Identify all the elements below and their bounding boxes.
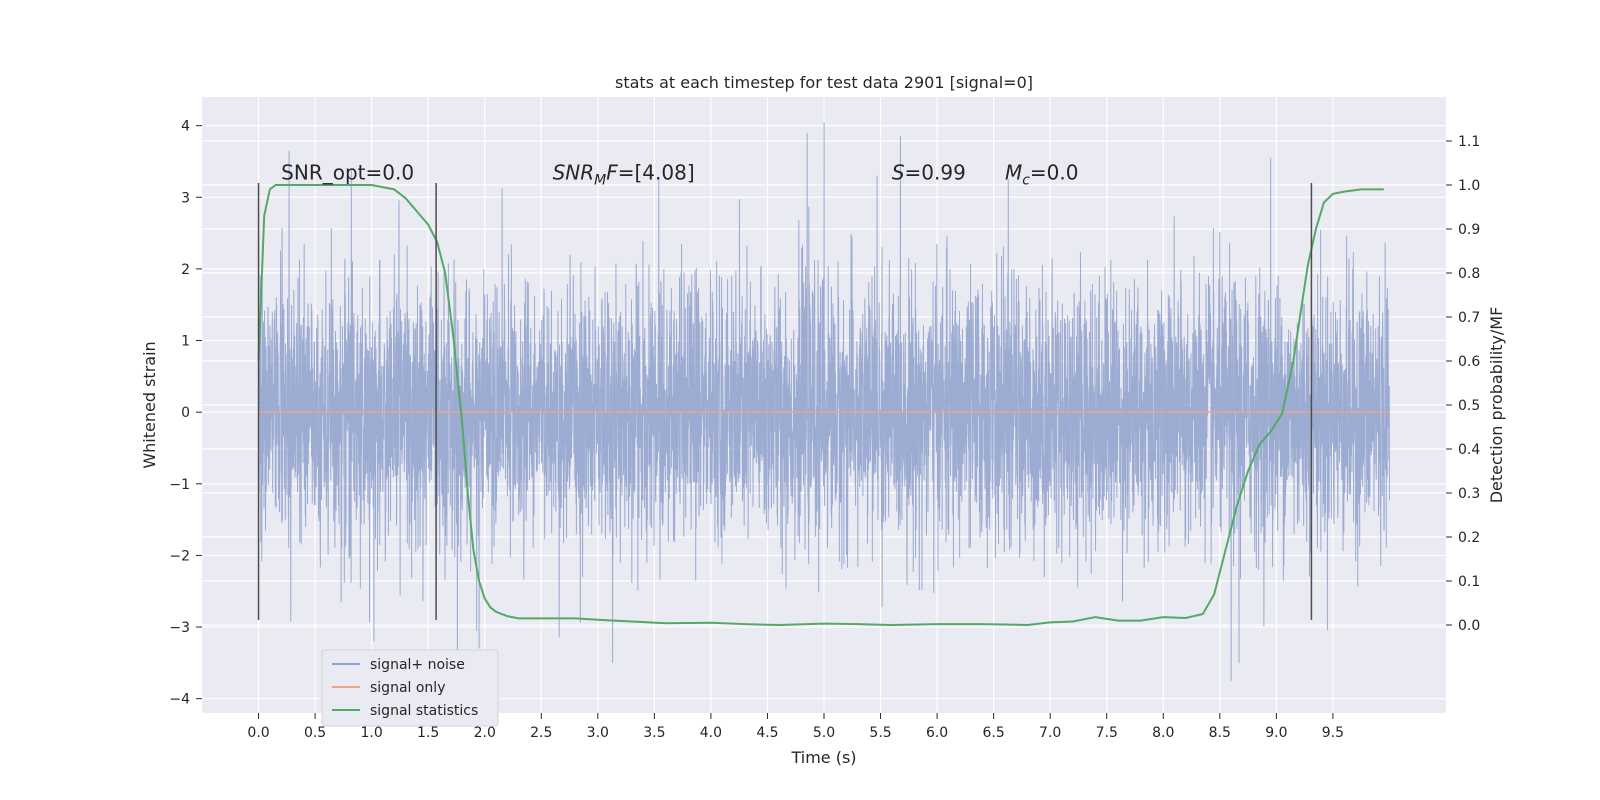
- y-right-tick-label: 1.1: [1458, 134, 1480, 150]
- x-tick-label: 3.0: [587, 725, 609, 741]
- legend: signal+ noise signal only signal statistic…: [321, 649, 499, 727]
- annotations: SNR_opt=0.0 SNRMF=[4.08] S=0.99 Mc=0.0: [281, 160, 1078, 188]
- annotation-mc: Mc=0.0: [1005, 160, 1079, 188]
- y-right-tick-label: 0.9: [1458, 222, 1480, 238]
- x-tick-label: 6.5: [983, 725, 1005, 741]
- y-left-tick-label: 4: [181, 119, 190, 135]
- y-left-tick-label: 2: [181, 262, 190, 278]
- x-axis-title: Time (s): [790, 748, 856, 767]
- y-right-tick-label: 1.0: [1458, 178, 1480, 194]
- y-left-tick-label: 0: [181, 405, 190, 421]
- x-tick-label: 2.0: [474, 725, 496, 741]
- annotation-snr-mf: SNRMF=[4.08]: [553, 160, 695, 188]
- legend-label: signal+ noise: [370, 657, 465, 673]
- x-tick-label: 9.5: [1322, 725, 1344, 741]
- legend-box: [321, 649, 499, 727]
- series-layer: [257, 122, 1390, 692]
- x-tick-label: 0.0: [247, 725, 269, 741]
- y-right-tick-label: 0.1: [1458, 574, 1480, 590]
- y-left-tick-label: −2: [169, 548, 190, 564]
- y-axis-right-title: Detection probability/MF: [1487, 307, 1506, 504]
- y-axis-right: 0.0 0.1 0.2 0.3 0.4 0.5 0.6 0.7 0.8 0.9 1.0 1.1: [1446, 134, 1480, 634]
- y-axis-left-title: Whitened strain: [140, 341, 159, 468]
- series-signal-noise: [258, 122, 1390, 692]
- y-axis-left: −4 −3 −2 −1 0 1 2 3 4: [169, 119, 202, 708]
- annotation-s-label: S: [892, 160, 905, 184]
- annotation-s: S=0.99: [892, 160, 966, 184]
- y-right-tick-label: 0.2: [1458, 530, 1480, 546]
- x-tick-label: 0.5: [304, 725, 326, 741]
- legend-label: signal statistics: [370, 703, 478, 719]
- y-right-tick-label: 0.4: [1458, 442, 1480, 458]
- x-tick-label: 4.5: [756, 725, 778, 741]
- x-tick-label: 5.0: [813, 725, 835, 741]
- y-left-tick-label: −1: [169, 477, 190, 493]
- x-tick-label: 6.0: [926, 725, 948, 741]
- annotation-snr-opt: SNR_opt=0.0: [281, 160, 414, 184]
- x-tick-label: 2.5: [530, 725, 552, 741]
- y-left-tick-label: 1: [181, 334, 190, 350]
- annotation-s-value: =0.99: [905, 160, 966, 184]
- x-tick-label: 8.5: [1209, 725, 1231, 741]
- annotation-mc-value: =0.0: [1030, 160, 1079, 184]
- y-left-tick-label: 3: [181, 190, 190, 206]
- legend-label: signal only: [370, 680, 445, 696]
- x-tick-label: 7.0: [1039, 725, 1061, 741]
- x-tick-label: 9.0: [1265, 725, 1287, 741]
- vertical-markers: [257, 182, 1313, 620]
- y-left-tick-label: −3: [169, 620, 190, 636]
- x-tick-label: 5.5: [869, 725, 891, 741]
- y-right-tick-label: 0.8: [1458, 266, 1480, 282]
- x-tick-label: 4.0: [700, 725, 722, 741]
- annotation-snr-mf-sub: M: [594, 172, 606, 188]
- annotation-snr-mf-rest: F: [606, 160, 618, 184]
- y-left-tick-label: −4: [169, 692, 190, 708]
- chart-title: stats at each timestep for test data 290…: [615, 73, 1033, 92]
- x-tick-label: 1.0: [361, 725, 383, 741]
- y-right-tick-label: 0.3: [1458, 486, 1480, 502]
- series-signal-statistics: [257, 184, 1384, 626]
- x-tick-label: 7.5: [1096, 725, 1118, 741]
- x-tick-label: 3.5: [643, 725, 665, 741]
- x-axis: 0.0 0.5 1.0 1.5 2.0 2.5 3.0 3.5 4.0 4.5 5.0 5.5 6.0 6…: [247, 713, 1344, 741]
- annotation-mc-label: M: [1005, 160, 1022, 184]
- annotation-snr-mf-value: =[4.08]: [618, 160, 695, 184]
- y-right-tick-label: 0.7: [1458, 310, 1480, 326]
- x-tick-label: 1.5: [417, 725, 439, 741]
- y-right-tick-label: 0.5: [1458, 398, 1480, 414]
- x-tick-label: 8.0: [1152, 725, 1174, 741]
- annotation-mc-sub: c: [1022, 172, 1030, 188]
- y-right-tick-label: 0.0: [1458, 618, 1480, 634]
- annotation-snr-mf-label: SNR: [553, 160, 595, 184]
- y-right-tick-label: 0.6: [1458, 354, 1480, 370]
